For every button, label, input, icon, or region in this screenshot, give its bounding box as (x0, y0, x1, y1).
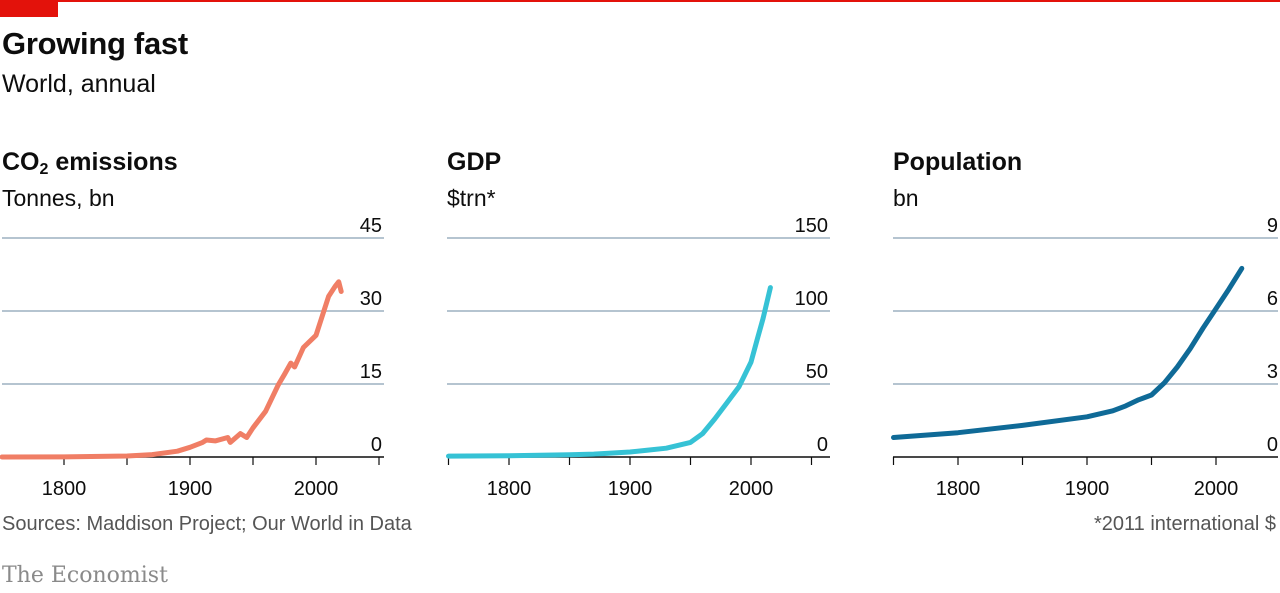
gdp-panel-unit: $trn* (447, 185, 496, 211)
co2-panel-unit: Tonnes, bn (2, 185, 115, 211)
source-note: Sources: Maddison Project; Our World in … (2, 513, 412, 535)
co2-y-tick-label: 0 (371, 434, 382, 456)
gdp-chart: 0 50 100 150 1800 1900 2000 (446, 215, 830, 500)
co2-y-tick-label: 15 (360, 361, 382, 383)
population-x-tick-label: 1900 (1065, 478, 1110, 500)
co2-y-tick-label: 30 (360, 288, 382, 310)
gdp-x-tick-label: 2000 (729, 478, 774, 500)
co2-chart: 0 15 30 45 1800 1900 2000 (0, 215, 384, 500)
population-y-tick-label: 0 (1267, 434, 1278, 456)
population-panel-title: Population (893, 148, 1023, 176)
gdp-y-tick-label: 100 (795, 288, 828, 310)
footnote: *2011 international $ (1094, 513, 1276, 535)
population-y-tick-label: 9 (1267, 215, 1278, 237)
population-y-tick-label: 6 (1267, 288, 1278, 310)
co2-panel-title: CO2 emissions (2, 148, 178, 179)
gdp-x-tick-label: 1900 (608, 478, 653, 500)
gdp-y-tick-label: 0 (817, 434, 828, 456)
population-x-tick-label: 1800 (936, 478, 981, 500)
population-chart: 0 3 6 9 1800 1900 2000 (891, 215, 1278, 500)
gdp-y-tick-label: 50 (806, 361, 828, 383)
co2-y-tick-label: 45 (360, 215, 382, 237)
co2-x-tick-label: 1900 (168, 478, 213, 500)
population-x-tick-label: 2000 (1194, 478, 1239, 500)
co2-title-subscript: 2 (39, 161, 49, 178)
gdp-panel-title: GDP (447, 148, 502, 176)
co2-x-tick-label: 1800 (42, 478, 87, 500)
population-y-tick-label: 3 (1267, 361, 1278, 383)
co2-title-main: CO (2, 148, 40, 176)
co2-title-rest: emissions (48, 148, 178, 176)
chart-subtitle: World, annual (2, 70, 156, 98)
gdp-y-tick-label: 150 (795, 215, 828, 237)
gdp-series-line (446, 285, 773, 459)
publisher-logo: The Economist (2, 563, 168, 588)
chart-title: Growing fast (2, 26, 188, 61)
population-panel-unit: bn (893, 185, 919, 211)
population-series-line (891, 265, 1245, 440)
top-rule (0, 0, 1280, 2)
co2-x-tick-label: 2000 (294, 478, 339, 500)
brand-red-tab (0, 0, 58, 17)
co2-series-line (0, 279, 344, 460)
gdp-x-tick-label: 1800 (487, 478, 532, 500)
